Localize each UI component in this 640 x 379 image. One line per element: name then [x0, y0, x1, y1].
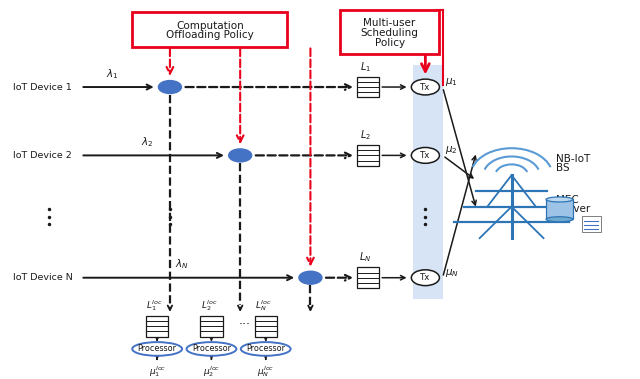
Text: $\mu_2$: $\mu_2$: [445, 144, 457, 157]
Text: Processor: Processor: [138, 345, 177, 354]
Text: $\lambda_1$: $\lambda_1$: [106, 67, 118, 81]
Ellipse shape: [186, 342, 236, 356]
Circle shape: [299, 271, 322, 284]
Bar: [546, 199, 573, 219]
Circle shape: [412, 147, 440, 163]
FancyBboxPatch shape: [340, 10, 440, 54]
Text: MEC: MEC: [556, 195, 579, 205]
Text: $L_2^{loc}$: $L_2^{loc}$: [200, 298, 217, 313]
Text: IoT Device N: IoT Device N: [13, 273, 73, 282]
Text: $\mu_N$: $\mu_N$: [445, 267, 458, 279]
Text: $\mu_2^{loc}$: $\mu_2^{loc}$: [203, 364, 220, 379]
Circle shape: [228, 149, 252, 162]
Bar: [200, 316, 223, 337]
Text: Scheduling: Scheduling: [361, 28, 419, 38]
Ellipse shape: [546, 197, 573, 202]
Text: $\mu_N^{loc}$: $\mu_N^{loc}$: [257, 364, 275, 379]
Bar: [146, 316, 168, 337]
Text: $L_N$: $L_N$: [359, 251, 371, 265]
Bar: [413, 66, 444, 299]
Text: Processor: Processor: [192, 345, 231, 354]
Text: $L_N^{loc}$: $L_N^{loc}$: [255, 298, 271, 313]
Text: Multi-user: Multi-user: [364, 18, 416, 28]
Text: $L_1$: $L_1$: [360, 60, 371, 74]
Text: $L_2$: $L_2$: [360, 128, 371, 142]
Bar: [255, 316, 277, 337]
Circle shape: [412, 270, 440, 286]
Text: Offloading Policy: Offloading Policy: [166, 30, 253, 40]
Text: Tx: Tx: [420, 151, 431, 160]
Bar: [356, 77, 379, 97]
Text: Policy: Policy: [374, 38, 404, 47]
Text: Tx: Tx: [420, 83, 431, 92]
Text: Processor: Processor: [246, 345, 285, 354]
Text: BS: BS: [556, 163, 570, 173]
Text: $\mu_1^{loc}$: $\mu_1^{loc}$: [148, 364, 166, 379]
Ellipse shape: [132, 342, 182, 356]
Text: $L_1^{loc}$: $L_1^{loc}$: [146, 298, 163, 313]
Ellipse shape: [546, 217, 573, 222]
Text: $\lambda_N$: $\lambda_N$: [175, 257, 189, 271]
Text: ···: ···: [239, 318, 251, 331]
Text: Server: Server: [556, 204, 591, 214]
Bar: [356, 268, 379, 288]
Text: IoT Device 1: IoT Device 1: [13, 83, 72, 92]
Text: NB-IoT: NB-IoT: [556, 154, 591, 164]
Text: $\mu_1$: $\mu_1$: [445, 76, 457, 88]
Text: IoT Device 2: IoT Device 2: [13, 151, 72, 160]
Text: $\lambda_2$: $\lambda_2$: [141, 135, 154, 149]
FancyBboxPatch shape: [132, 12, 287, 47]
Bar: [356, 145, 379, 166]
Circle shape: [159, 81, 181, 94]
Circle shape: [412, 79, 440, 95]
Bar: [582, 216, 601, 232]
Text: Computation: Computation: [176, 20, 244, 31]
Ellipse shape: [241, 342, 291, 356]
Text: Tx: Tx: [420, 273, 431, 282]
